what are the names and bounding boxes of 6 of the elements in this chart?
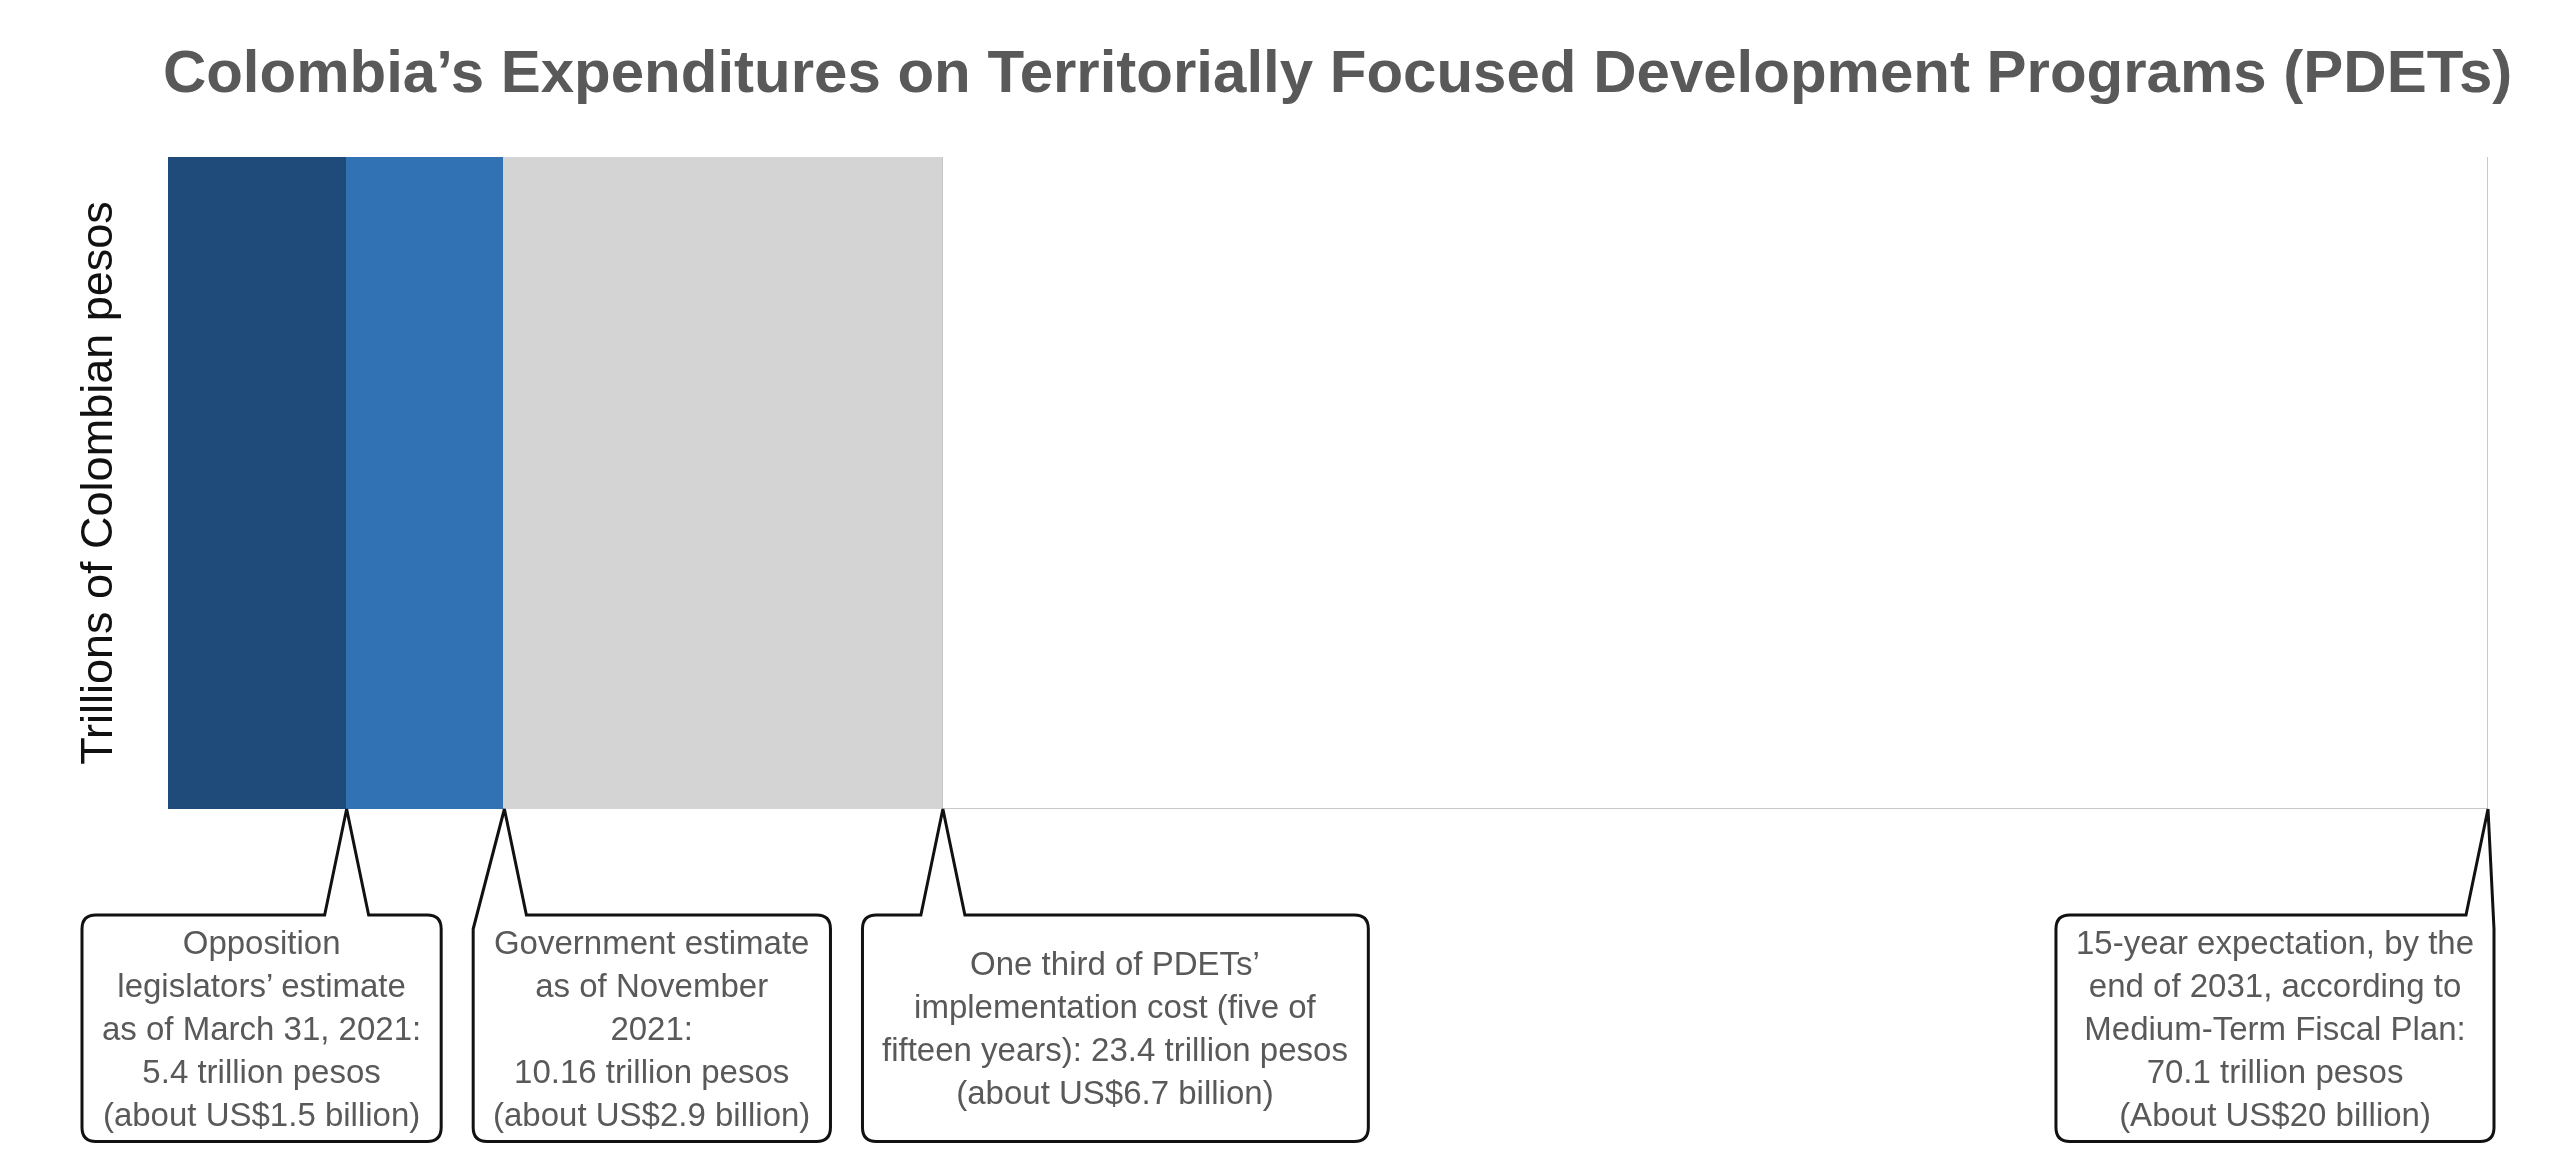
- text: Government estimate as of November 2021: 10.16 trillion pesos (about US$2.9 billion): [493, 924, 811, 1133]
- chart-title: Colombia’s Expenditures on Territorially Focused Development Programs (PDETs): [162, 38, 2513, 105]
- text: Opposition legislators’ estimate as of March 31, 2021: 5.4 trillion pesos (about US$1.5 billion): [102, 924, 422, 1133]
- y-axis-title: Trillions of Colombian pesos: [70, 201, 122, 765]
- text: One third of PDETs’ implementation cost (five of fifteen years): 23.4 trillion pesos (about US$6.7 billion): [882, 945, 1348, 1111]
- text: 15-year expectation, by the end of 2031, according to Medium-Term Fiscal Plan: 70.1 trillion pesos (About US$20 billion): [2076, 924, 2475, 1133]
